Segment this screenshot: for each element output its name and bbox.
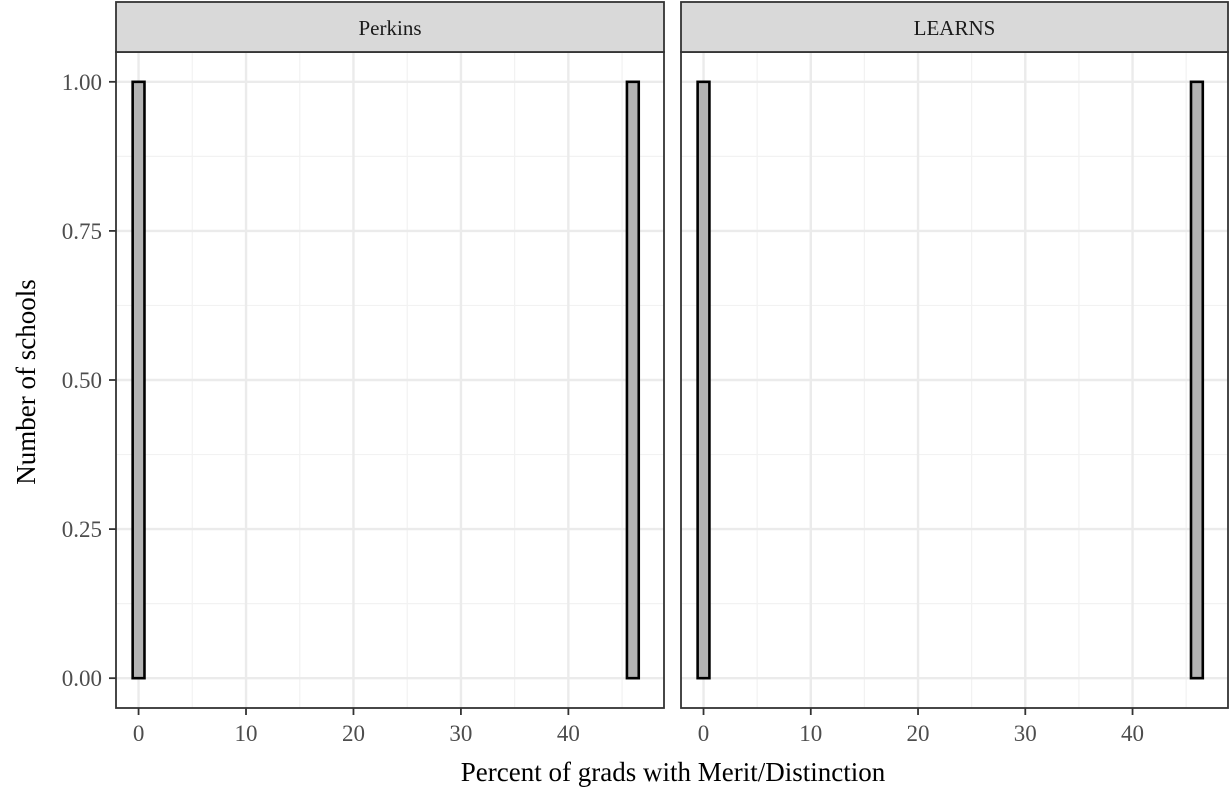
facet-strip-label: LEARNS (914, 16, 996, 40)
facet-panel-learns: LEARNS (680, 1, 1229, 709)
y-tick-label: 1.00 (62, 70, 102, 95)
facet-strip (115, 1, 665, 53)
y-tick-label: 0.25 (62, 517, 102, 542)
y-tick-label: 0.50 (62, 368, 102, 393)
x-tick-label: 30 (1014, 721, 1037, 746)
y-axis-title: Number of schools (11, 279, 41, 484)
x-tick-label: 30 (449, 721, 472, 746)
x-tick-label: 10 (799, 721, 822, 746)
histogram-bar (696, 80, 711, 680)
histogram-bar (1189, 80, 1205, 680)
x-tick-label: 0 (698, 721, 710, 746)
histogram-bar (131, 80, 146, 680)
y-axis: 0.00 0.25 0.50 0.75 1.00 (62, 70, 116, 691)
x-tick-label: 40 (1121, 721, 1144, 746)
x-tick-label: 10 (235, 721, 258, 746)
y-tick-label: 0.00 (62, 666, 102, 691)
x-tick-label: 40 (557, 721, 580, 746)
histogram-bar (625, 80, 641, 680)
facet-strip-label: Perkins (359, 16, 422, 40)
x-axis-title: Percent of grads with Merit/Distinction (461, 757, 886, 787)
x-axes: 0 10 20 30 40 0 10 20 30 40 (133, 708, 1144, 746)
facet-strip (680, 1, 1229, 53)
x-tick-label: 20 (342, 721, 365, 746)
facet-panel-perkins: Perkins (115, 1, 665, 709)
x-tick-label: 0 (133, 721, 145, 746)
x-tick-label: 20 (907, 721, 930, 746)
y-tick-label: 0.75 (62, 219, 102, 244)
